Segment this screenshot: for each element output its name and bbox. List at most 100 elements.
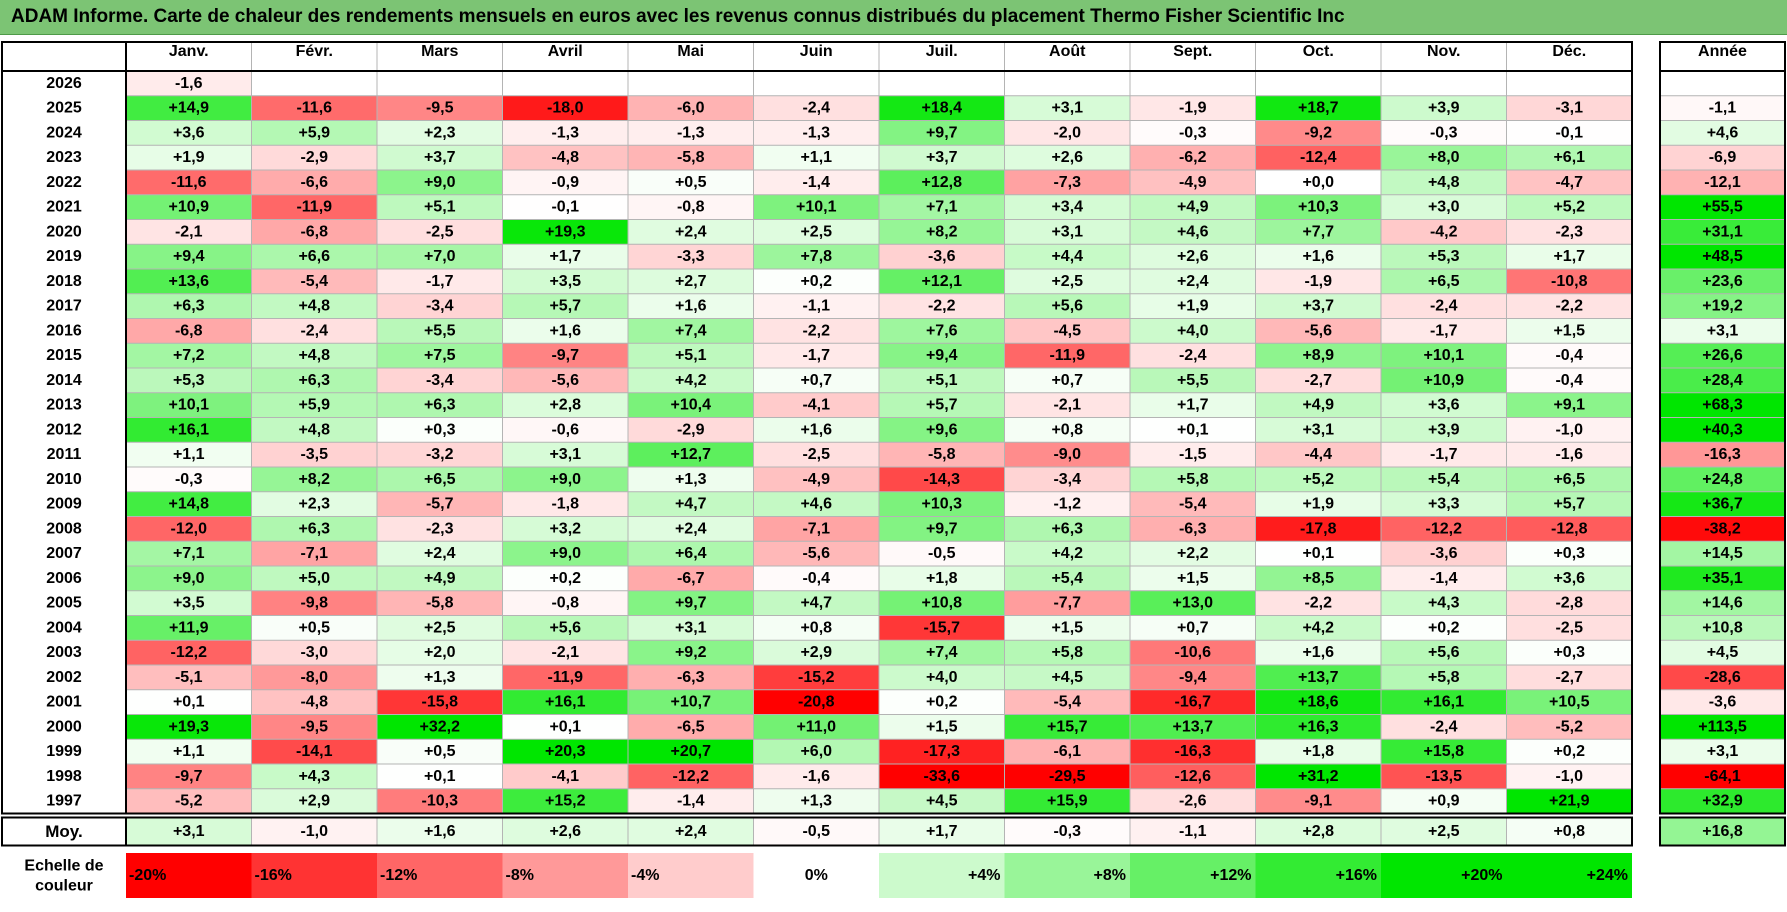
heatmap-cell — [126, 665, 252, 690]
cell-value: -3,4 — [426, 372, 454, 389]
heatmap-cell — [753, 764, 879, 789]
scale-value: +16% — [1336, 867, 1377, 884]
heatmap-cell — [1130, 739, 1256, 764]
scale-value: +20% — [1461, 867, 1502, 884]
cell-value: +14,8 — [169, 496, 210, 513]
cell-value: +1,3 — [800, 793, 832, 810]
cell-value: +15,2 — [545, 793, 586, 810]
cell-value: -6,1 — [1053, 743, 1081, 760]
heatmap-cell — [1255, 442, 1381, 467]
cell-value: +6,5 — [1428, 273, 1460, 290]
cell-value: +5,1 — [926, 372, 958, 389]
cell-value: +4,8 — [298, 347, 330, 364]
cell-value: +10,1 — [796, 199, 837, 216]
cell-value: +13,6 — [169, 273, 210, 290]
annual-cell — [1660, 318, 1785, 344]
cell-value: -12,8 — [1551, 520, 1588, 537]
cell-value: -1,6 — [175, 75, 203, 92]
cell-value: -0,1 — [1555, 124, 1583, 141]
cell-value: +3,9 — [1428, 421, 1460, 438]
cell-value: -9,2 — [1304, 124, 1332, 141]
heatmap-cell — [1381, 788, 1507, 814]
cell-value: +8,5 — [1302, 570, 1334, 587]
heatmap-cell — [753, 95, 879, 121]
heatmap-cell — [628, 615, 754, 641]
annual-cell — [1660, 120, 1785, 146]
annual-value: +68,3 — [1702, 397, 1743, 414]
year-label: 2010 — [46, 471, 82, 488]
heatmap-cell — [1381, 714, 1507, 740]
heatmap-cell — [126, 145, 252, 170]
cell-value: +2,5 — [800, 223, 832, 240]
heatmap-cell — [1130, 516, 1256, 542]
cell-value: +2,4 — [424, 545, 456, 562]
heatmap-cell — [753, 120, 879, 146]
heatmap-cell — [1130, 665, 1256, 690]
annual-value: +10,8 — [1702, 619, 1743, 636]
year-label: 1999 — [46, 743, 82, 760]
cell-value: -1,6 — [802, 768, 830, 785]
heatmap-cell — [377, 467, 503, 492]
cell-value: +2,6 — [1051, 149, 1083, 166]
heatmap-cell — [251, 689, 377, 715]
cell-value: +9,7 — [675, 595, 707, 612]
cell-value: +0,5 — [424, 743, 456, 760]
cell-value: +0,1 — [1302, 545, 1334, 562]
heatmap-cell — [879, 318, 1005, 344]
cell-value: +0,1 — [1177, 421, 1209, 438]
heatmap-cell — [879, 392, 1005, 418]
cell-value: +1,7 — [1553, 248, 1585, 265]
cell-value: +0,2 — [549, 570, 581, 587]
heatmap-cell — [251, 516, 377, 542]
scale-value: -4% — [631, 867, 659, 884]
heatmap-cell — [251, 714, 377, 740]
cell-value: +2,4 — [675, 520, 707, 537]
heatmap-cell — [628, 665, 754, 690]
annual-cell — [1660, 343, 1785, 368]
cell-value: -6,3 — [677, 669, 705, 686]
heatmap-cell — [251, 467, 377, 492]
cell-value: -2,5 — [426, 223, 454, 240]
cell-value: +6,3 — [298, 372, 330, 389]
cell-value: +4,2 — [1302, 619, 1334, 636]
cell-value: -2,5 — [1555, 619, 1583, 636]
annual-value: +24,8 — [1702, 471, 1743, 488]
heatmap-cell — [1004, 343, 1130, 368]
scale-label: couleur — [35, 878, 93, 895]
heatmap-cell — [1255, 269, 1381, 294]
cell-value: -9,0 — [1053, 446, 1081, 463]
cell-value: -10,6 — [1175, 644, 1212, 661]
average-cell — [251, 817, 377, 846]
heatmap-cell — [502, 318, 628, 344]
month-header: Août — [1049, 43, 1086, 60]
annual-cell — [1660, 293, 1785, 319]
average-annual-value: +16,8 — [1702, 823, 1743, 840]
cell-value: -1,7 — [426, 273, 454, 290]
cell-value: -2,8 — [1555, 595, 1583, 612]
cell-value: +5,4 — [1428, 471, 1460, 488]
cell-value: +7,2 — [173, 347, 205, 364]
heatmap-cell — [628, 71, 754, 96]
year-label: 2013 — [46, 397, 82, 414]
heatmap-cell — [1381, 392, 1507, 418]
cell-value: -1,3 — [677, 124, 705, 141]
heatmap-cell — [1255, 194, 1381, 220]
heatmap-cell — [251, 244, 377, 269]
heatmap-cell — [502, 491, 628, 517]
cell-value: +12,7 — [671, 446, 712, 463]
heatmap-cell — [126, 788, 252, 814]
scale-label: Echelle de — [24, 858, 103, 875]
cell-value: -9,7 — [551, 347, 579, 364]
heatmap-cell — [1506, 689, 1632, 715]
heatmap-cell — [1004, 491, 1130, 517]
cell-value: -1,4 — [677, 793, 705, 810]
cell-value: -6,2 — [1179, 149, 1207, 166]
heatmap-cell — [126, 491, 252, 517]
annual-value: -1,1 — [1709, 100, 1737, 117]
heatmap-cell — [1004, 95, 1130, 121]
cell-value: +6,5 — [424, 471, 456, 488]
average-value: -0,3 — [1053, 823, 1081, 840]
cell-value: +2,7 — [675, 273, 707, 290]
heatmap-cell — [1506, 640, 1632, 665]
cell-value: -15,8 — [422, 694, 459, 711]
